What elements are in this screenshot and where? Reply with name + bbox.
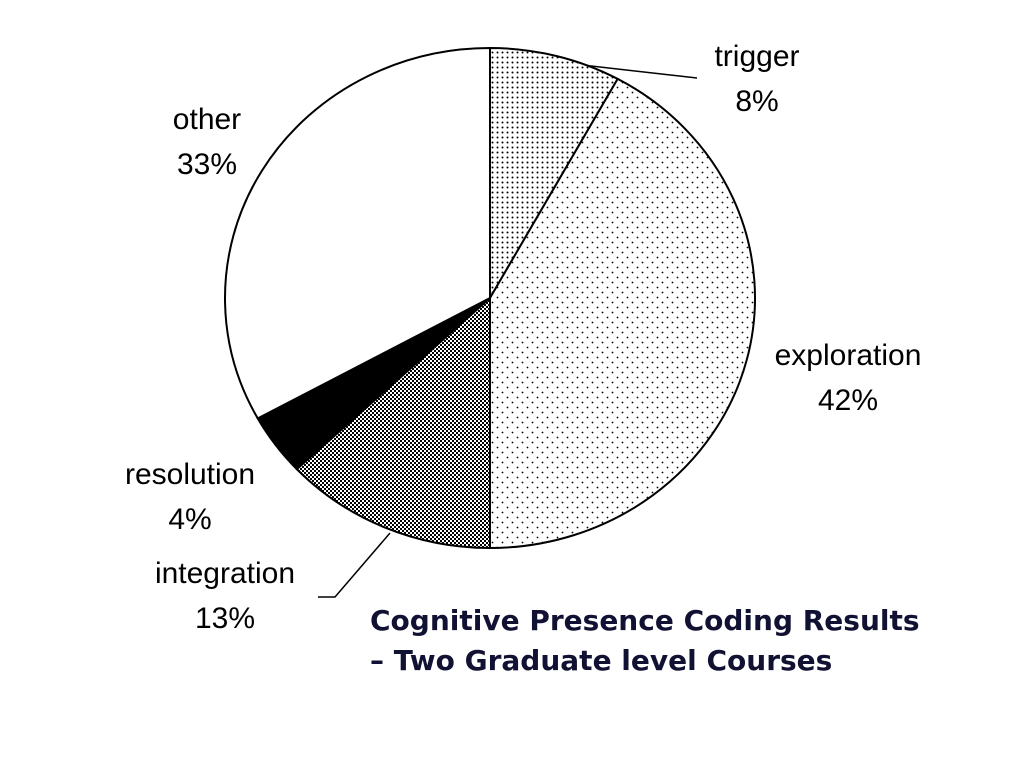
chart-title: Cognitive Presence Coding Results <box>370 604 920 637</box>
pie-slice <box>489 77 756 550</box>
pie-slice <box>224 46 491 420</box>
pie-slice <box>489 46 620 302</box>
value-label: 42% <box>818 384 878 417</box>
value-label: 8% <box>735 85 778 118</box>
chart-title: – Two Graduate level Courses <box>370 644 832 677</box>
slice-label: exploration <box>775 339 922 372</box>
pie-slice <box>295 295 491 550</box>
slice-label: integration <box>155 557 295 590</box>
leader-line <box>318 532 391 598</box>
value-label: 13% <box>195 602 255 635</box>
slice-label: trigger <box>714 40 799 73</box>
value-label: 4% <box>168 503 211 536</box>
slice-label: other <box>173 103 241 136</box>
slice-label: resolution <box>125 458 255 491</box>
value-label: 33% <box>177 148 237 181</box>
